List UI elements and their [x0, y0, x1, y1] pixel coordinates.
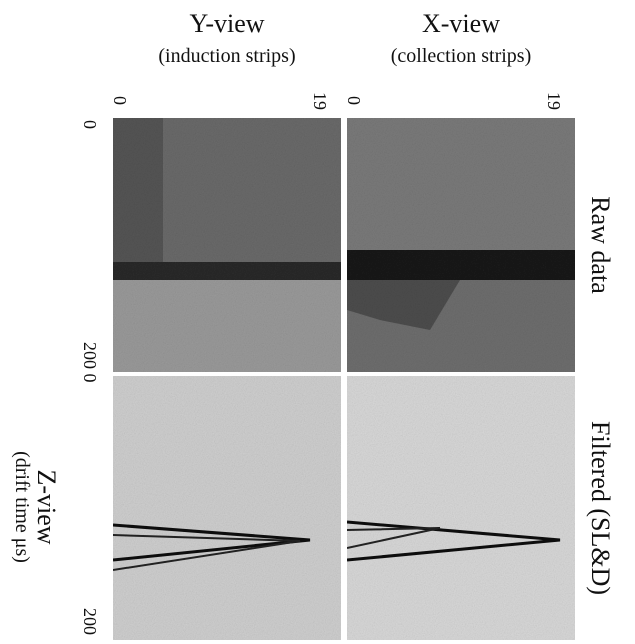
tick-label: 0: [344, 96, 364, 105]
y-filtered-image: [112, 376, 341, 640]
z-title: Z-view: [32, 469, 61, 544]
tick-label: 19: [544, 92, 564, 110]
z-tick-label: 200: [80, 608, 100, 635]
column-title: Y-view: [189, 9, 264, 38]
column-subtitle: (induction strips): [158, 45, 295, 67]
z-tick-label: 200 0: [80, 342, 100, 383]
z-subtitle: (drift time μs): [11, 451, 33, 563]
row-label: Raw data: [586, 196, 615, 294]
x-raw-image: [347, 118, 575, 372]
column-title: X-view: [422, 9, 500, 38]
x-filtered-image: [346, 376, 575, 640]
column-subtitle: (collection strips): [391, 45, 532, 67]
y-raw-image: [113, 118, 341, 372]
tick-label: 19: [310, 92, 330, 110]
z-tick-label: 0: [80, 120, 100, 129]
row-label: Filtered (SL&D): [586, 421, 615, 595]
tick-label: 0: [110, 96, 130, 105]
